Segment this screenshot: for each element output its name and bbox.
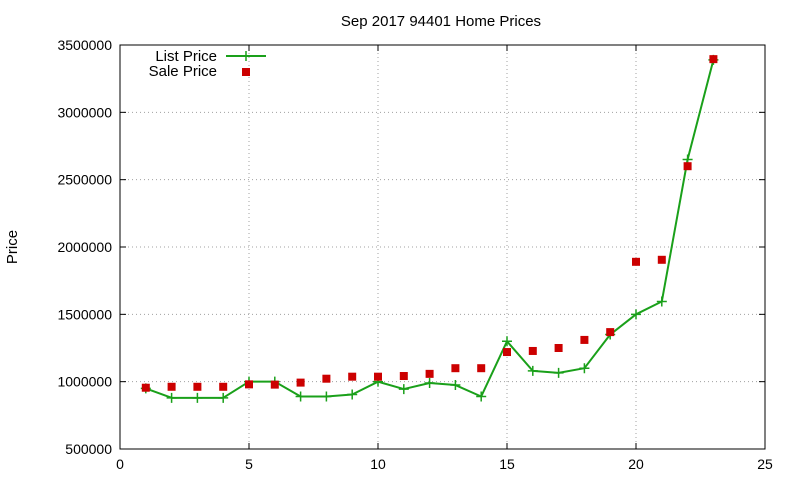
legend-label-sale-price: Sale Price	[149, 63, 217, 80]
data-point-sale-price	[451, 364, 460, 373]
series	[140, 54, 719, 403]
data-point-list-price	[192, 392, 203, 403]
data-point-sale-price	[270, 380, 279, 389]
data-point-sale-price	[399, 372, 408, 381]
data-point-sale-price	[348, 372, 357, 381]
y-tick-label: 3500000	[57, 37, 112, 53]
data-point-list-price	[502, 336, 512, 347]
y-tick-label: 2500000	[57, 172, 112, 188]
data-point-list-price	[321, 391, 332, 402]
data-point-sale-price	[632, 257, 640, 266]
x-tick-label: 10	[370, 456, 386, 472]
data-point-sale-price	[193, 382, 202, 391]
data-point-list-price	[631, 309, 641, 320]
y-tick-label: 1500000	[57, 306, 112, 322]
x-tick-label: 15	[499, 456, 515, 472]
data-point-sale-price	[219, 382, 228, 391]
grid	[120, 45, 765, 449]
x-tick-label: 5	[245, 456, 253, 472]
y-tick-label: 1000000	[57, 374, 112, 390]
data-point-sale-price	[580, 335, 589, 344]
data-point-sale-price	[503, 348, 511, 357]
data-point-sale-price	[528, 346, 537, 355]
data-point-sale-price	[141, 383, 150, 392]
axis-ticks: 0 5 10 15 20 25 500000 1000000 1500000 2000000 250…	[57, 37, 773, 472]
data-point-sale-price	[296, 378, 305, 387]
data-point-sale-price	[477, 364, 486, 373]
data-point-sale-price	[554, 344, 563, 352]
data-point-sale-price	[167, 382, 176, 391]
data-point-list-price	[398, 384, 409, 395]
data-point-sale-price	[606, 328, 615, 337]
legend-label-list-price: List Price	[155, 48, 217, 65]
data-point-list-price	[553, 367, 564, 378]
data-point-list-price	[166, 392, 177, 403]
legend-marker-sale-price	[242, 68, 250, 76]
data-point-sale-price	[322, 374, 331, 383]
data-point-list-price	[476, 391, 487, 402]
y-axis-label: Price	[4, 230, 21, 264]
data-point-sale-price	[374, 372, 382, 381]
data-point-sale-price	[425, 369, 434, 378]
data-point-list-price	[656, 296, 667, 307]
data-point-sale-price	[709, 55, 718, 64]
legend: List Price Sale Price	[149, 48, 266, 80]
x-tick-label: 0	[116, 456, 124, 472]
data-point-list-price	[579, 363, 590, 374]
series-line-list-price	[145, 59, 715, 399]
data-point-sale-price	[683, 162, 692, 171]
data-point-list-price	[527, 365, 538, 376]
data-point-sale-price	[245, 380, 253, 389]
x-tick-label: 25	[757, 456, 773, 472]
chart-title: Sep 2017 94401 Home Prices	[341, 13, 541, 30]
y-tick-label: 2000000	[57, 239, 112, 255]
data-point-list-price	[347, 389, 358, 400]
y-tick-label: 500000	[65, 441, 112, 457]
data-point-list-price	[295, 391, 306, 402]
data-point-sale-price	[657, 255, 666, 264]
data-point-list-price	[218, 392, 229, 403]
data-point-list-price	[450, 380, 461, 391]
legend-marker-list-price	[241, 51, 251, 61]
x-tick-label: 20	[628, 456, 644, 472]
y-tick-label: 3000000	[57, 104, 112, 120]
data-point-list-price	[424, 378, 435, 389]
